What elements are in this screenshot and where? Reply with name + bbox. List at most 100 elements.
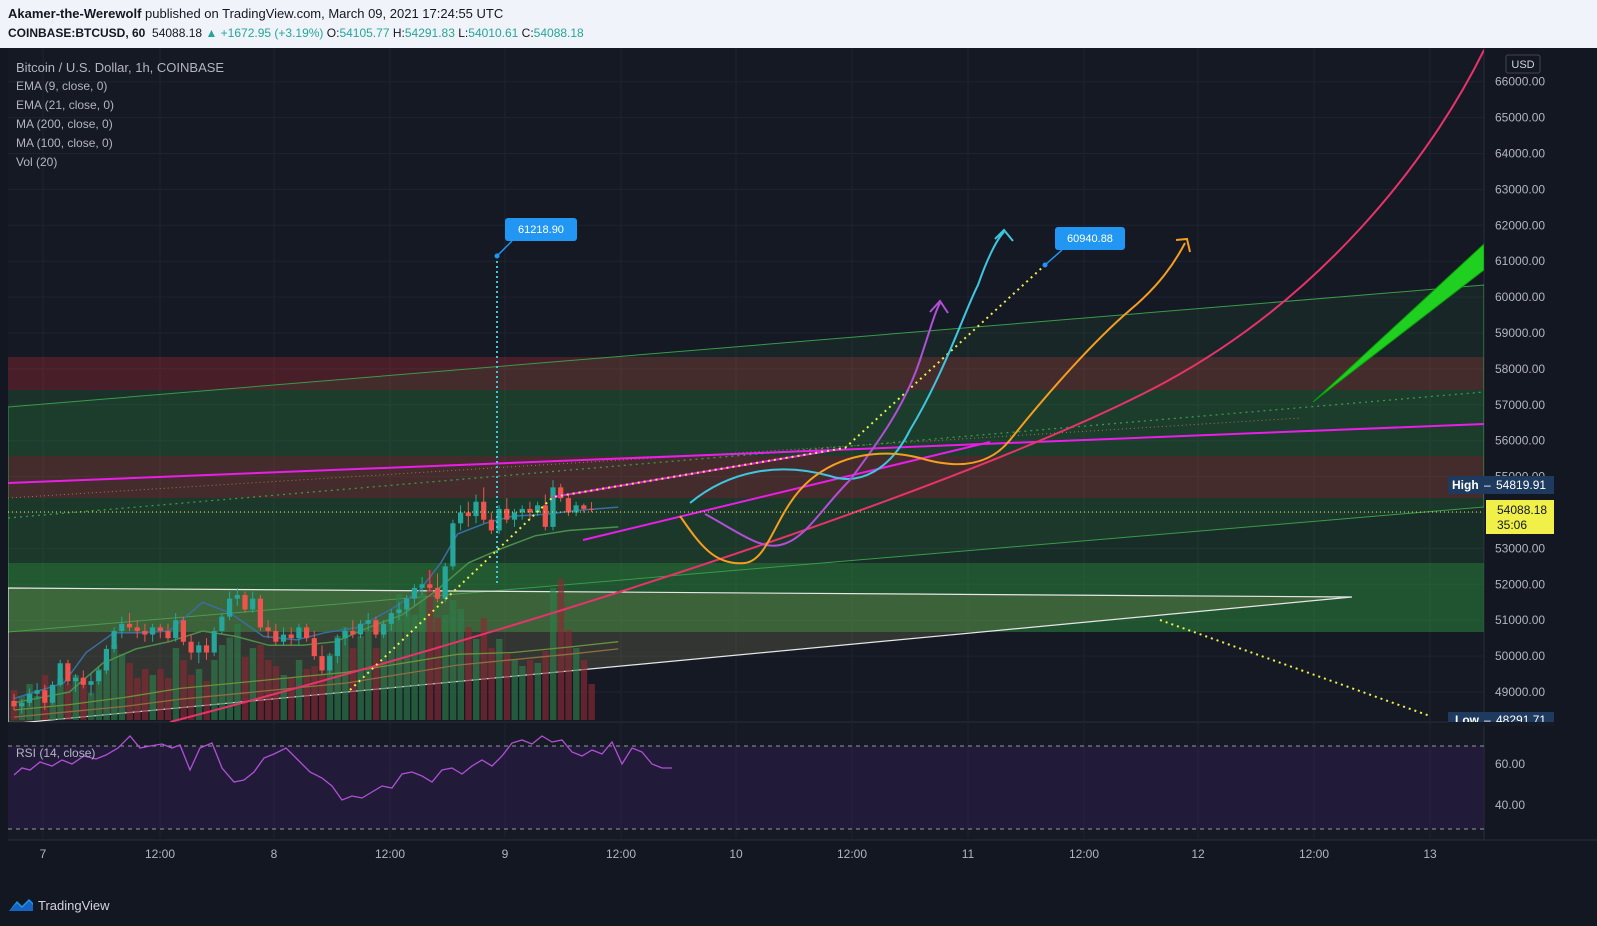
bar-countdown: 35:06 xyxy=(1497,518,1527,532)
footer xyxy=(0,890,1597,926)
volume-bar xyxy=(519,666,526,720)
time-axis[interactable]: 7 12:00 8 12:00 9 12:00 10 12:00 11 12:00 12 12:00 1… xyxy=(40,847,1437,861)
candle-body xyxy=(496,508,502,531)
volume-bar xyxy=(534,663,541,720)
low-price-tag xyxy=(1448,712,1554,722)
volume-bar xyxy=(365,630,372,720)
candle-body xyxy=(588,508,595,510)
volume-bar xyxy=(303,669,310,720)
price-axis[interactable]: 49000.00 50000.00 51000.00 52000.00 53000.00… xyxy=(1495,75,1545,699)
high-price-tag xyxy=(1448,476,1554,494)
candle-body xyxy=(142,630,148,635)
candle-body xyxy=(465,512,471,517)
volume-bar xyxy=(526,660,534,720)
volume-bar xyxy=(180,660,187,720)
candle-body xyxy=(357,623,364,635)
rsi-band xyxy=(8,746,1484,829)
parabolic-curve xyxy=(169,49,1484,722)
brand-name: TradingView xyxy=(38,897,110,913)
volume-bar xyxy=(64,684,72,720)
candle-body xyxy=(411,587,417,599)
candle-body xyxy=(211,630,217,653)
price-tick-label: 52000.00 xyxy=(1495,577,1545,591)
candle-body xyxy=(442,566,448,599)
support-zone-lower xyxy=(8,563,1484,632)
price-tick-label: 56000.00 xyxy=(1495,434,1545,448)
time-tick-label: 8 xyxy=(271,847,278,861)
magenta-resistance-line xyxy=(8,423,1484,484)
time-tick-label: 12:00 xyxy=(1069,847,1099,861)
resistance-zone-upper xyxy=(8,357,1484,390)
series-title[interactable]: Bitcoin / U.S. Dollar, 1h, COINBASE xyxy=(16,60,225,75)
volume-bar xyxy=(280,675,287,720)
chart-canvas[interactable]: 61218.90 60940.88 49000.00 50000.00 51000.… xyxy=(0,48,1597,890)
volume-bar xyxy=(496,639,503,720)
candle-body xyxy=(65,663,71,682)
candle-body xyxy=(111,630,117,649)
legend-ma200[interactable]: MA (200, close, 0) xyxy=(16,117,113,131)
support-zone-upper xyxy=(8,390,1484,456)
candle-body xyxy=(350,630,356,635)
volume-bar xyxy=(80,678,87,720)
volume-bar xyxy=(334,636,341,720)
dotted-trendline xyxy=(8,391,1484,519)
purple-arrow-head xyxy=(929,299,949,314)
symbol-name: COINBASE:BTCUSD, 60 xyxy=(8,26,146,40)
published-text: published on TradingView.com, March 09, … xyxy=(145,6,504,21)
purple-scenario-path xyxy=(704,302,941,547)
candle-body xyxy=(288,634,294,639)
volume-bar xyxy=(357,636,364,720)
volume-bar xyxy=(326,654,334,720)
volume-bar xyxy=(57,678,64,720)
candle-body xyxy=(304,627,310,639)
legend-ma100[interactable]: MA (100, close, 0) xyxy=(16,136,113,150)
legend-volume[interactable]: Vol (20) xyxy=(16,155,58,169)
legend-ema9[interactable]: EMA (9, close, 0) xyxy=(16,79,108,93)
low-label: L: xyxy=(458,26,469,40)
orange-scenario-path xyxy=(679,242,1186,565)
candle-body xyxy=(565,498,571,513)
candle-body xyxy=(327,656,333,671)
volume-bar xyxy=(134,678,141,720)
author-name[interactable]: Akamer-the-Werewolf xyxy=(8,6,142,21)
tradingview-brand[interactable]: TradingView xyxy=(8,897,110,913)
ma100-line xyxy=(13,641,619,711)
volume-bar xyxy=(88,693,95,720)
ma200-line xyxy=(13,648,619,718)
price-tick-label: 50000.00 xyxy=(1495,649,1545,663)
callout-target-left[interactable]: 61218.90 xyxy=(494,218,578,259)
volume-bar xyxy=(211,660,218,720)
candle-body xyxy=(427,584,433,588)
candle-body xyxy=(11,700,17,707)
legend-ema21[interactable]: EMA (21, close, 0) xyxy=(16,98,115,112)
low-tag-dash: – xyxy=(1484,713,1491,727)
callout-value-right: 60940.88 xyxy=(1067,233,1113,245)
currency-badge[interactable] xyxy=(1505,54,1541,74)
ascending-channel xyxy=(8,284,1484,633)
cyan-arrow-head xyxy=(994,228,1014,242)
candle-body xyxy=(73,677,79,682)
tradingview-logo-icon xyxy=(9,899,33,911)
callout-target-right[interactable]: 60940.88 xyxy=(1042,227,1126,268)
price-tick-label: 49000.00 xyxy=(1495,685,1545,699)
volume-bar xyxy=(249,648,257,720)
candle-body xyxy=(381,623,387,635)
volume-bar xyxy=(396,594,403,720)
high-tag-value: 54819.91 xyxy=(1496,478,1546,492)
main-pane[interactable] xyxy=(8,48,1484,722)
volume-bar xyxy=(242,657,249,720)
volume-bar xyxy=(172,648,180,720)
volume-bar xyxy=(72,675,79,720)
rsi-tick-label: 60.00 xyxy=(1495,757,1525,771)
candle-body xyxy=(296,627,302,639)
callout-pointer-right xyxy=(1044,249,1063,266)
candle-body xyxy=(488,519,494,531)
high-tag-label: High xyxy=(1452,478,1479,492)
volume-bar xyxy=(565,630,572,720)
current-price-tag[interactable] xyxy=(1486,500,1554,534)
close-value: 54088.18 xyxy=(533,26,584,40)
volume-bar xyxy=(419,594,426,720)
volume-bar xyxy=(480,618,488,720)
rsi-legend[interactable]: RSI (14, close) xyxy=(16,746,96,760)
